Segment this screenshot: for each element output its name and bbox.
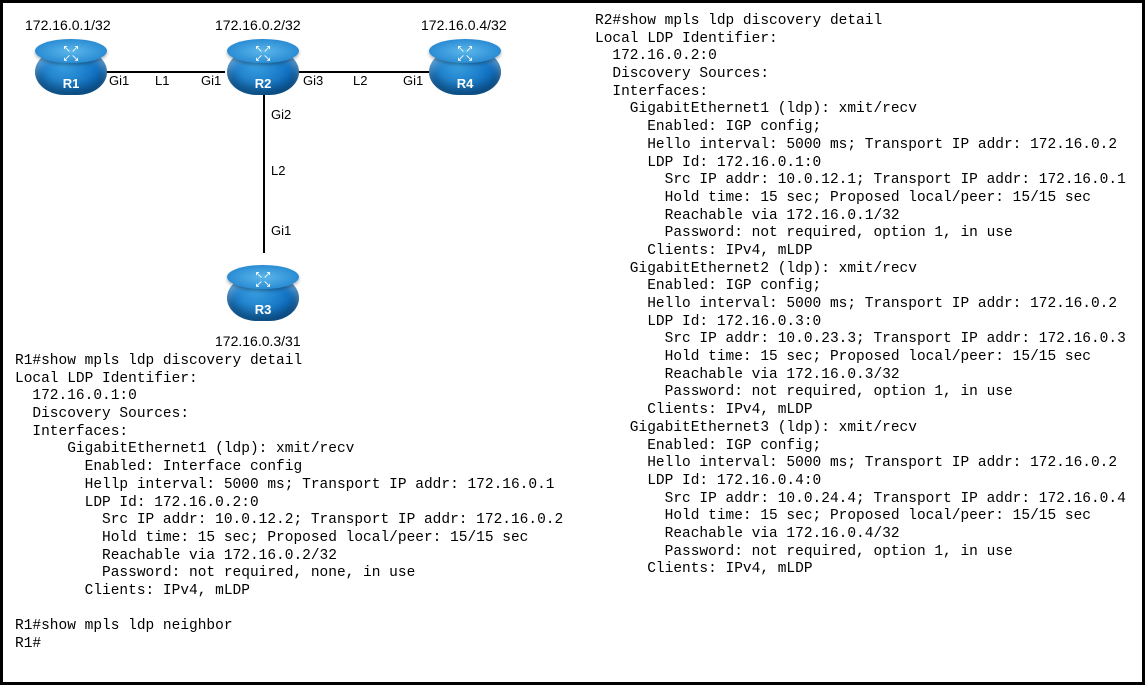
cli-line: Clients: IPv4, mLDP: [595, 402, 813, 418]
router-r2: ↖↗↙↘ R2: [227, 49, 299, 95]
cli-line: Password: not required, option 1, in use: [595, 225, 1013, 241]
cli-line: GigabitEthernet1 (ldp): xmit/recv: [15, 441, 354, 457]
cli-line: LDP Id: 172.16.0.4:0: [595, 473, 821, 489]
cli-line: Password: not required, option 1, in use: [595, 384, 1013, 400]
router-label-r3: R3: [227, 302, 299, 317]
cli-line: Src IP addr: 10.0.12.1; Transport IP add…: [595, 172, 1126, 188]
cli-line: Clients: IPv4, mLDP: [15, 583, 250, 599]
iface-r2-gi3: Gi3: [303, 73, 323, 88]
cli-line: 172.16.0.2:0: [595, 48, 717, 64]
router-r3: ↖↗↙↘ R3: [227, 275, 299, 321]
right-column: R2#show mpls ldp discovery detail Local …: [595, 13, 1130, 672]
cli-line: GigabitEthernet3 (ldp): xmit/recv: [595, 420, 917, 436]
cli-line: Hold time: 15 sec; Proposed local/peer: …: [15, 530, 528, 546]
cli-line: Discovery Sources:: [15, 406, 189, 422]
ip-label-r4: 172.16.0.4/32: [421, 17, 507, 33]
ip-label-r3: 172.16.0.3/31: [215, 333, 301, 349]
ip-label-r1: 172.16.0.1/32: [25, 17, 111, 33]
cli-line: Hello interval: 5000 ms; Transport IP ad…: [595, 455, 1117, 471]
router-arrows-icon: ↖↗↙↘: [255, 45, 272, 63]
router-r1: ↖↗↙↘ R1: [35, 49, 107, 95]
cli-line: R2#show mpls ldp discovery detail: [595, 13, 882, 29]
iface-r2-gi2: Gi2: [271, 107, 291, 122]
iface-r2-gi1-left: Gi1: [201, 73, 221, 88]
cli-line: R1#show mpls ldp neighbor: [15, 618, 233, 634]
cli-line: Hold time: 15 sec; Proposed local/peer: …: [595, 349, 1091, 365]
cli-line: Enabled: Interface config: [15, 459, 302, 475]
link-label-l2-down: L2: [271, 163, 285, 178]
cli-line: Local LDP Identifier:: [595, 31, 778, 47]
cli-line: Src IP addr: 10.0.24.4; Transport IP add…: [595, 491, 1126, 507]
cli-line: Enabled: IGP config;: [595, 119, 821, 135]
cli-line: Enabled: IGP config;: [595, 278, 821, 294]
cli-line: LDP Id: 172.16.0.2:0: [15, 495, 259, 511]
cli-line: Enabled: IGP config;: [595, 438, 821, 454]
network-topology-diagram: 172.16.0.1/32 172.16.0.2/32 172.16.0.4/3…: [15, 13, 575, 353]
cli-line: Hello interval: 5000 ms; Transport IP ad…: [595, 137, 1117, 153]
ip-label-r2: 172.16.0.2/32: [215, 17, 301, 33]
cli-line: Clients: IPv4, mLDP: [595, 561, 813, 577]
cli-line: Hellp interval: 5000 ms; Transport IP ad…: [15, 477, 555, 493]
cli-line: Interfaces:: [595, 84, 708, 100]
router-arrows-icon: ↖↗↙↘: [255, 271, 272, 289]
cli-line: R1#: [15, 636, 41, 652]
router-r4: ↖↗↙↘ R4: [429, 49, 501, 95]
cli-line: Clients: IPv4, mLDP: [595, 243, 813, 259]
cli-line: Discovery Sources:: [595, 66, 769, 82]
router-arrows-icon: ↖↗↙↘: [457, 45, 474, 63]
cli-line: Hold time: 15 sec; Proposed local/peer: …: [595, 508, 1091, 524]
cli-line: Local LDP Identifier:: [15, 371, 198, 387]
cli-line: Reachable via 172.16.0.2/32: [15, 548, 337, 564]
cli-line: Hold time: 15 sec; Proposed local/peer: …: [595, 190, 1091, 206]
cli-line: Password: not required, none, in use: [15, 565, 415, 581]
router-label-r1: R1: [35, 76, 107, 91]
cli-line: Src IP addr: 10.0.23.3; Transport IP add…: [595, 331, 1126, 347]
cli-line: Src IP addr: 10.0.12.2; Transport IP add…: [15, 512, 563, 528]
cli-line: 172.16.0.1:0: [15, 388, 137, 404]
cli-line: Password: not required, option 1, in use: [595, 544, 1013, 560]
cli-line: LDP Id: 172.16.0.1:0: [595, 155, 821, 171]
router-label-r2: R2: [227, 76, 299, 91]
cli-line: LDP Id: 172.16.0.3:0: [595, 314, 821, 330]
cli-line: Reachable via 172.16.0.4/32: [595, 526, 900, 542]
router-label-r4: R4: [429, 76, 501, 91]
link-label-l1: L1: [155, 73, 169, 88]
cli-line: R1#show mpls ldp discovery detail: [15, 353, 302, 369]
cli-line: Interfaces:: [15, 424, 128, 440]
screenshot-frame: 172.16.0.1/32 172.16.0.2/32 172.16.0.4/3…: [0, 0, 1145, 685]
left-column: 172.16.0.1/32 172.16.0.2/32 172.16.0.4/3…: [15, 13, 575, 672]
link-l2-down: [263, 93, 265, 253]
cli-output-r2: R2#show mpls ldp discovery detail Local …: [595, 13, 1130, 579]
cli-line: GigabitEthernet1 (ldp): xmit/recv: [595, 101, 917, 117]
cli-line: Reachable via 172.16.0.1/32: [595, 208, 900, 224]
iface-r4-gi1: Gi1: [403, 73, 423, 88]
cli-line: GigabitEthernet2 (ldp): xmit/recv: [595, 261, 917, 277]
iface-r3-gi1: Gi1: [271, 223, 291, 238]
iface-r1-gi1: Gi1: [109, 73, 129, 88]
link-label-l2-right: L2: [353, 73, 367, 88]
router-arrows-icon: ↖↗↙↘: [63, 45, 80, 63]
cli-line: Reachable via 172.16.0.3/32: [595, 367, 900, 383]
cli-line: Hello interval: 5000 ms; Transport IP ad…: [595, 296, 1117, 312]
cli-output-r1: R1#show mpls ldp discovery detail Local …: [15, 353, 575, 654]
